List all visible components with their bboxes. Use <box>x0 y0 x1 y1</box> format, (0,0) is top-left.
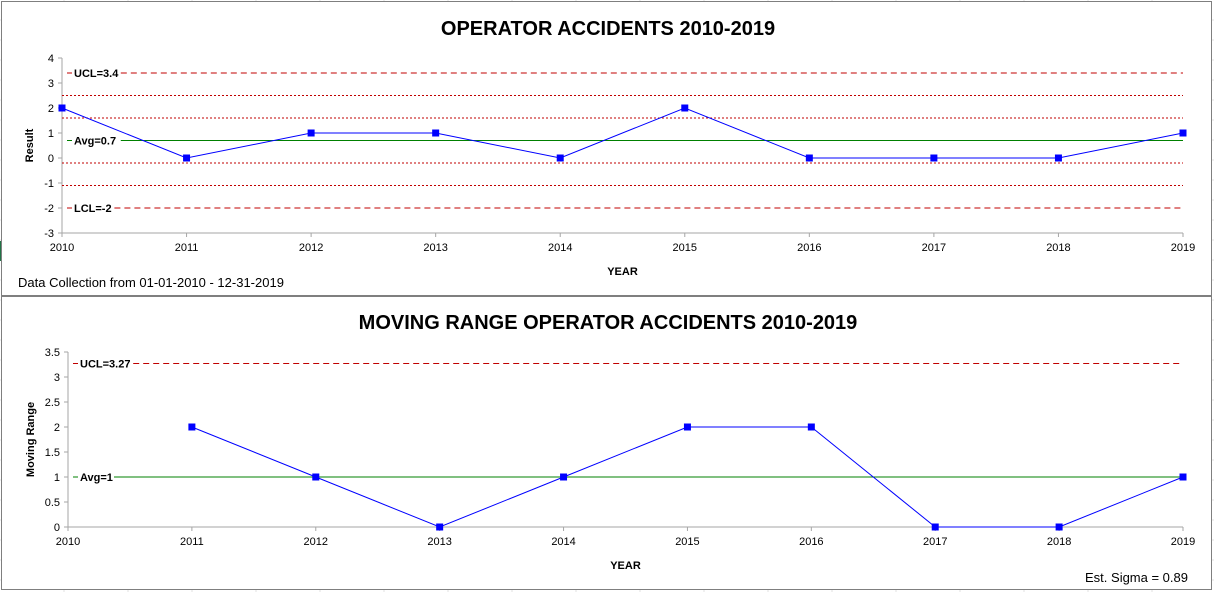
top-x-tick-label: 2010 <box>50 242 74 254</box>
bottom-x-tick-label: 2018 <box>1047 536 1071 548</box>
top-data-point <box>58 104 66 112</box>
bottom-y-tick-label: 0.5 <box>45 497 60 509</box>
bottom-chart-title: MOVING RANGE OPERATOR ACCIDENTS 2010-201… <box>359 312 858 334</box>
top-series-line <box>61 107 1184 159</box>
bottom-x-tick-label: 2019 <box>1171 536 1195 548</box>
bottom-data-point <box>188 423 196 431</box>
top-lcl-label: LCL=-2 <box>74 203 112 215</box>
top-data-point <box>930 154 938 162</box>
bottom-y-tick-label: 1 <box>54 472 60 484</box>
top-y-tick-label: 1 <box>48 128 54 140</box>
top-y-tick-label: 3 <box>48 78 54 90</box>
bottom-data-point <box>436 523 444 531</box>
top-chart-title: OPERATOR ACCIDENTS 2010-2019 <box>441 18 775 40</box>
top-x-tick-label: 2019 <box>1171 242 1195 254</box>
bottom-data-point <box>1055 523 1063 531</box>
top-y-tick-label: -2 <box>44 203 54 215</box>
top-x-tick-label: 2014 <box>548 242 572 254</box>
bottom-y-axis-title: Moving Range <box>25 402 37 477</box>
top-y-tick-label: -1 <box>44 178 54 190</box>
top-x-tick-label: 2013 <box>423 242 447 254</box>
top-y-tick-label: 2 <box>48 103 54 115</box>
moving-range-chart-panel[interactable]: MOVING RANGE OPERATOR ACCIDENTS 2010-201… <box>1 296 1212 590</box>
bottom-y-tick-label: 3.5 <box>45 347 60 359</box>
bottom-y-tick-label: 2 <box>54 422 60 434</box>
top-data-point <box>1054 154 1062 162</box>
control-chart-panel[interactable]: OPERATOR ACCIDENTS 2010-2019 -3 -2 -1 0 1 2 3 4 2… <box>1 1 1212 296</box>
top-data-point <box>432 129 440 137</box>
top-x-tick-label: 2016 <box>797 242 821 254</box>
bottom-x-tick-label: 2017 <box>923 536 947 548</box>
top-x-tick-label: 2015 <box>673 242 697 254</box>
bottom-data-point <box>807 423 815 431</box>
top-y-tick-label: -3 <box>44 228 54 240</box>
bottom-y-tick-label: 1.5 <box>45 447 60 459</box>
top-data-point <box>183 154 191 162</box>
bottom-y-tick-label: 2.5 <box>45 397 60 409</box>
individuals-chart: OPERATOR ACCIDENTS 2010-2019 -3 -2 -1 0 1 2 3 4 2… <box>18 18 1195 290</box>
top-data-point <box>681 104 689 112</box>
bottom-data-point <box>683 423 691 431</box>
bottom-x-axis-title: YEAR <box>610 560 641 572</box>
bottom-ucl-label: UCL=3.27 <box>80 359 130 371</box>
top-note: Data Collection from 01-01-2010 - 12-31-… <box>18 275 284 290</box>
top-x-axis-title: YEAR <box>607 266 638 278</box>
bottom-x-tick-label: 2016 <box>799 536 823 548</box>
top-x-tick-label: 2018 <box>1046 242 1070 254</box>
top-x-tick-label: 2011 <box>175 242 199 254</box>
bottom-data-point <box>312 473 320 481</box>
top-avg-label: Avg=0.7 <box>74 136 116 148</box>
bottom-data-point <box>560 473 568 481</box>
bottom-x-tick-label: 2015 <box>675 536 699 548</box>
top-data-point <box>805 154 813 162</box>
bottom-data-point <box>931 523 939 531</box>
bottom-data-point <box>1179 473 1187 481</box>
top-data-point <box>307 129 315 137</box>
bottom-avg-label: Avg=1 <box>80 472 113 484</box>
top-x-tick-label: 2017 <box>922 242 946 254</box>
bottom-x-tick-label: 2010 <box>56 536 80 548</box>
top-y-tick-label: 4 <box>48 53 54 65</box>
top-data-point <box>556 154 564 162</box>
top-y-tick-label: 0 <box>48 153 54 165</box>
bottom-note: Est. Sigma = 0.89 <box>1085 570 1188 585</box>
top-data-point <box>1179 129 1187 137</box>
bottom-y-tick-label: 0 <box>54 522 60 534</box>
top-x-tick-label: 2012 <box>299 242 323 254</box>
bottom-x-tick-label: 2011 <box>180 536 204 548</box>
moving-range-chart: MOVING RANGE OPERATOR ACCIDENTS 2010-201… <box>25 312 1195 585</box>
bottom-y-tick-label: 3 <box>54 372 60 384</box>
top-y-axis-title: Result <box>24 128 36 162</box>
bottom-x-tick-label: 2014 <box>551 536 575 548</box>
top-ucl-label: UCL=3.4 <box>74 68 119 80</box>
bottom-x-tick-label: 2013 <box>427 536 451 548</box>
bottom-x-tick-label: 2012 <box>304 536 328 548</box>
